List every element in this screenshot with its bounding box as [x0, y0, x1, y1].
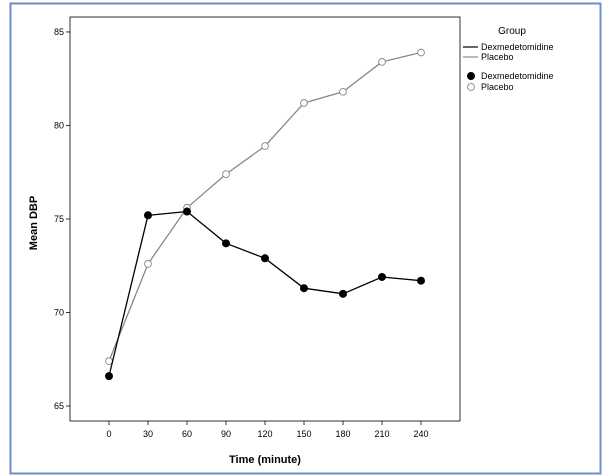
- data-point-placebo: [378, 58, 386, 66]
- y-axis: 65 70 75 80 85: [54, 27, 70, 411]
- data-point-dexmedetomidine: [377, 272, 386, 281]
- legend-title: Group: [498, 26, 526, 37]
- x-tick-label: 0: [106, 429, 111, 439]
- y-tick-label: 65: [54, 401, 64, 411]
- legend-label-dexmedetomidine-marker: Dexmedetomidine: [481, 71, 554, 81]
- y-tick-label: 85: [54, 27, 64, 37]
- data-point-placebo: [417, 48, 425, 57]
- data-point-placebo: [222, 170, 230, 178]
- x-axis-title: Time (minute): [229, 454, 301, 466]
- data-point-dexmedetomidine: [299, 284, 308, 293]
- data-point-placebo: [261, 142, 269, 150]
- data-point-dexmedetomidine: [143, 211, 152, 220]
- legend: Group Dexmedetomidine Placebo Dexmedetom…: [463, 26, 554, 92]
- data-point-dexmedetomidine: [416, 276, 425, 285]
- y-tick-label: 75: [54, 214, 64, 224]
- x-tick-label: 210: [374, 429, 389, 439]
- y-axis-title: Mean DBP: [28, 196, 40, 250]
- x-tick-label: 240: [413, 429, 428, 439]
- y-tick-label: 70: [54, 308, 64, 318]
- x-tick-label: 60: [182, 429, 192, 439]
- legend-marker-dexmedetomidine: [466, 72, 475, 81]
- data-point-dexmedetomidine: [260, 254, 269, 263]
- data-point-placebo: [339, 87, 347, 96]
- x-tick-label: 30: [143, 429, 153, 439]
- y-tick-label: 80: [54, 120, 64, 130]
- legend-marker-placebo: [467, 83, 475, 91]
- x-tick-label: 90: [221, 429, 231, 439]
- data-point-placebo: [105, 357, 113, 365]
- data-point-dexmedetomidine: [221, 239, 230, 248]
- data-point-dexmedetomidine: [182, 207, 191, 216]
- legend-label-dexmedetomidine-line: Dexmedetomidine: [481, 42, 554, 52]
- plot-area: [69, 16, 461, 422]
- legend-label-placebo-marker: Placebo: [481, 82, 514, 92]
- x-axis: 0 30 60 90 120 150 180 210 240: [106, 421, 429, 439]
- data-point-placebo: [300, 99, 308, 107]
- data-point-dexmedetomidine: [338, 289, 347, 298]
- legend-label-placebo-line: Placebo: [481, 52, 514, 62]
- series-layer: [105, 48, 425, 381]
- data-point-dexmedetomidine: [105, 372, 114, 381]
- data-point-placebo: [144, 260, 152, 268]
- x-tick-label: 150: [296, 429, 311, 439]
- chart-frame: [9, 2, 602, 475]
- x-tick-label: 180: [335, 429, 350, 439]
- x-tick-label: 120: [257, 429, 272, 439]
